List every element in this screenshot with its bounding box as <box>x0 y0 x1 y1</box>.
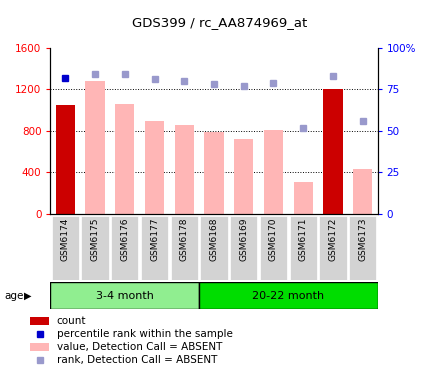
Text: GSM6171: GSM6171 <box>298 218 307 261</box>
Bar <box>111 216 138 280</box>
Text: rank, Detection Call = ABSENT: rank, Detection Call = ABSENT <box>57 355 216 365</box>
Bar <box>318 216 346 280</box>
Bar <box>200 216 227 280</box>
Bar <box>322 89 342 214</box>
Text: GSM6170: GSM6170 <box>268 218 277 261</box>
Bar <box>85 81 105 214</box>
Bar <box>289 216 316 280</box>
Text: GSM6178: GSM6178 <box>180 218 188 261</box>
Bar <box>348 216 375 280</box>
Bar <box>170 216 198 280</box>
Bar <box>199 282 377 309</box>
Bar <box>174 124 194 214</box>
Text: GSM6176: GSM6176 <box>120 218 129 261</box>
Text: GSM6169: GSM6169 <box>239 218 247 261</box>
Text: GSM6175: GSM6175 <box>90 218 99 261</box>
Bar <box>115 104 134 214</box>
Bar <box>230 216 257 280</box>
Text: GSM6174: GSM6174 <box>61 218 70 261</box>
Text: 20-22 month: 20-22 month <box>252 291 324 300</box>
Bar <box>145 122 164 214</box>
Bar <box>81 216 109 280</box>
Bar <box>352 169 371 214</box>
Text: percentile rank within the sample: percentile rank within the sample <box>57 329 232 339</box>
Bar <box>259 216 286 280</box>
Bar <box>204 132 223 214</box>
Bar <box>30 343 49 351</box>
Text: GSM6172: GSM6172 <box>328 218 337 261</box>
Bar <box>56 105 75 214</box>
Bar <box>50 282 199 309</box>
Text: 3-4 month: 3-4 month <box>95 291 153 300</box>
Bar <box>263 130 283 214</box>
Bar <box>233 139 253 214</box>
Text: GSM6177: GSM6177 <box>150 218 159 261</box>
Bar <box>52 216 79 280</box>
Text: GSM6168: GSM6168 <box>209 218 218 261</box>
Text: ▶: ▶ <box>24 291 32 300</box>
Text: value, Detection Call = ABSENT: value, Detection Call = ABSENT <box>57 342 222 352</box>
Text: age: age <box>4 291 24 300</box>
Bar <box>293 182 312 214</box>
Text: count: count <box>57 316 86 326</box>
Bar <box>141 216 168 280</box>
Text: GSM6173: GSM6173 <box>357 218 366 261</box>
Bar <box>30 317 49 325</box>
Text: GDS399 / rc_AA874969_at: GDS399 / rc_AA874969_at <box>131 16 307 30</box>
